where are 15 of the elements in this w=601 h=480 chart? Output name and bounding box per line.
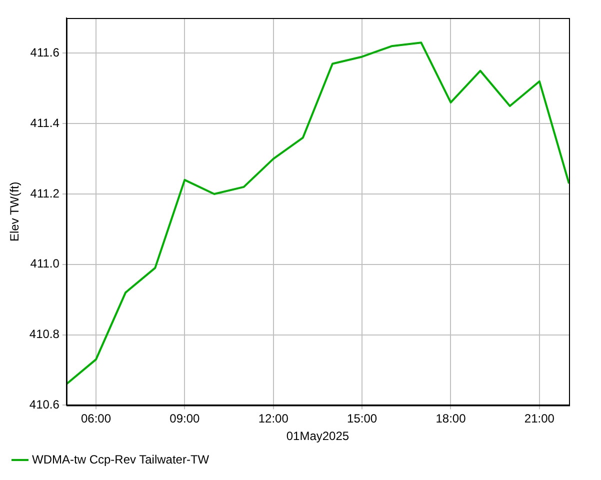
y-tick-label: 411.0 — [30, 256, 60, 271]
x-tick-label: 06:00 — [80, 412, 112, 426]
x-tick-label: 21:00 — [524, 412, 555, 426]
y-tick-label: 411.2 — [30, 186, 60, 200]
x-tick-label: 18:00 — [436, 412, 466, 426]
y-tick-label: 410.6 — [29, 398, 60, 412]
legend-label: WDMA-tw Ccp-Rev Tailwater-TW — [32, 452, 210, 466]
x-tick-label: 12:00 — [258, 412, 289, 426]
x-axis-title: 01May2025 — [286, 429, 350, 444]
y-tick-label: 411.4 — [30, 116, 60, 130]
x-tick-label: 09:00 — [170, 412, 200, 426]
y-tick-label: 411.6 — [30, 46, 60, 60]
y-axis-title: Elev TW(ft) — [8, 182, 22, 242]
y-tick-label: 410.8 — [29, 327, 60, 342]
x-tick-label: 15:00 — [347, 412, 378, 426]
